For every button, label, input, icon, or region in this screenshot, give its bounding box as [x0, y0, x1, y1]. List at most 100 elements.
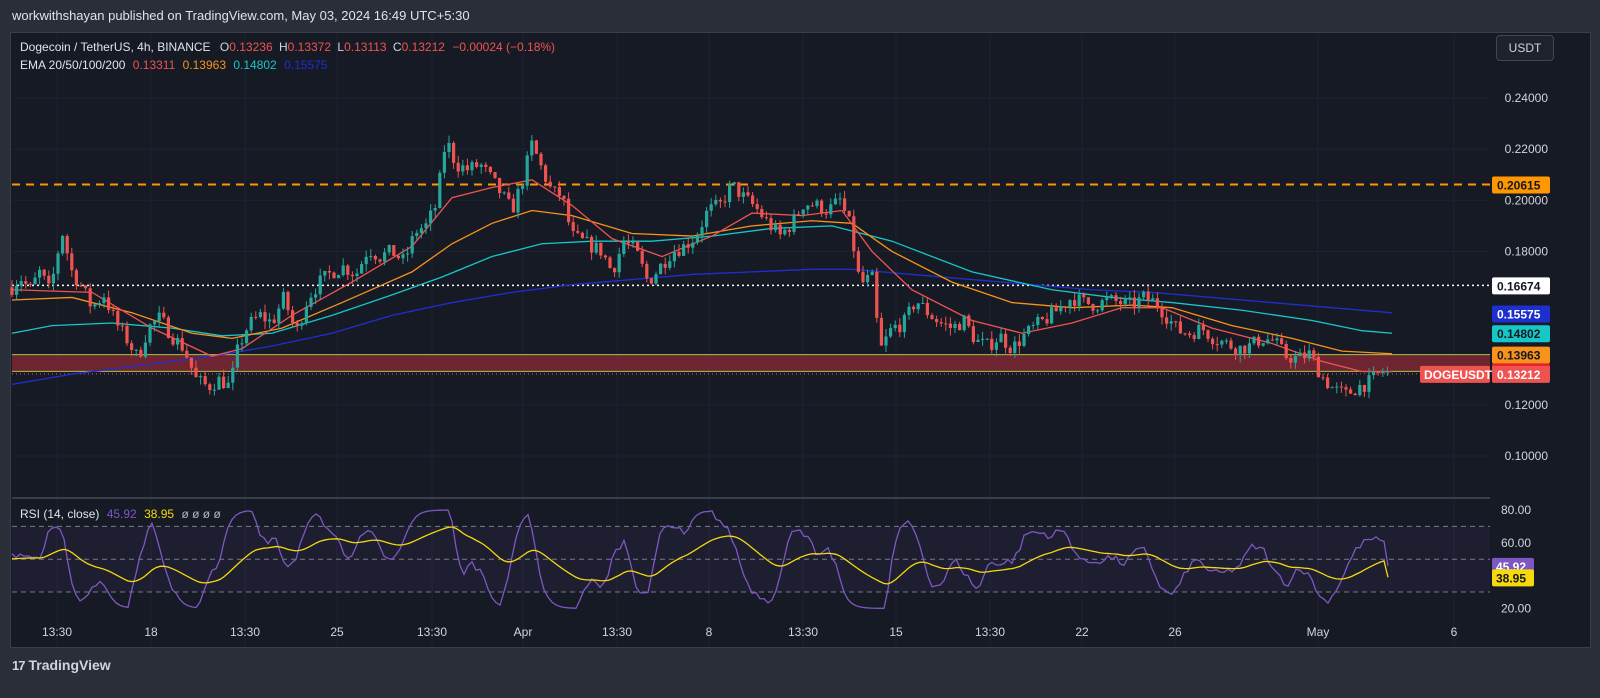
candle-down: [571, 222, 575, 232]
publisher-bar: workwithshayan published on TradingView.…: [0, 0, 1600, 32]
candle-up: [902, 314, 906, 333]
candle-up: [360, 264, 364, 274]
high-label: H: [278, 40, 288, 54]
candle-down: [1119, 301, 1123, 305]
candle-down: [456, 162, 460, 172]
candle-down: [1211, 338, 1215, 345]
candle-up: [93, 304, 97, 307]
price-label: 0.16674: [1497, 279, 1541, 293]
candle-up: [235, 344, 239, 368]
close-label: C: [392, 40, 402, 54]
candle-down: [1229, 340, 1233, 349]
support-zone: [12, 354, 1490, 372]
candle-down: [79, 285, 83, 287]
candle-down: [737, 182, 741, 197]
candle-down: [465, 165, 469, 171]
candle-down: [626, 241, 630, 244]
candle-up: [153, 321, 157, 325]
candle-up: [1031, 324, 1035, 326]
candle-up: [870, 271, 874, 276]
candle-down: [475, 162, 479, 167]
candle-up: [341, 265, 345, 276]
candle-up: [314, 294, 318, 298]
candle-up: [410, 236, 414, 254]
candle-up: [364, 256, 368, 265]
candle-down: [971, 326, 975, 343]
candle-up: [889, 328, 893, 337]
candle-down: [373, 255, 377, 260]
candle-down: [636, 241, 640, 251]
candle-up: [833, 198, 837, 205]
candle-up: [1169, 321, 1173, 324]
candle-down: [1349, 389, 1353, 394]
candle-down: [769, 218, 773, 231]
ema100-line: [11, 225, 1393, 337]
candle-down: [111, 309, 115, 311]
candle-down: [1008, 347, 1012, 354]
time-tick-label: 22: [1075, 625, 1089, 639]
candle-up: [617, 253, 621, 273]
candle-up: [1335, 386, 1339, 388]
candle-up: [1151, 298, 1155, 301]
time-tick-label: 13:30: [975, 625, 1005, 639]
symbol-tag: DOGEUSDT: [1424, 368, 1493, 382]
candle-up: [97, 303, 101, 305]
symbol-title: Dogecoin / TetherUS, 4h, BINANCE: [20, 40, 211, 54]
candle-up: [323, 270, 327, 276]
candle-up: [1275, 338, 1279, 341]
candle-up: [1068, 300, 1072, 308]
high-value: 0.13372: [287, 40, 332, 54]
candle-down: [677, 251, 681, 256]
candle-down: [1063, 306, 1067, 308]
candle-up: [1293, 356, 1297, 363]
candle-up: [406, 253, 410, 255]
candle-down: [861, 271, 865, 283]
candle-up: [962, 315, 966, 331]
candle-down: [74, 270, 78, 286]
candle-down: [378, 259, 382, 262]
candle-down: [1316, 356, 1320, 378]
rsi-tick-label: 20.00: [1501, 601, 1531, 615]
candle-down: [755, 204, 759, 209]
candle-up: [157, 312, 161, 322]
candle-down: [847, 210, 851, 217]
currency-button[interactable]: USDT: [1496, 35, 1554, 61]
candle-up: [304, 306, 308, 324]
candle-down: [1270, 339, 1274, 341]
time-tick-label: 25: [330, 625, 344, 639]
candle-up: [461, 165, 465, 172]
candle-up: [774, 224, 778, 231]
symbol-legend: Dogecoin / TetherUS, 4h, BINANCE O0.1323…: [20, 40, 555, 54]
time-tick-label: May: [1307, 625, 1330, 639]
candle-down: [718, 199, 722, 202]
candle-up: [1238, 345, 1242, 356]
candle-down: [787, 229, 791, 232]
candle-down: [852, 216, 856, 252]
price-label: 0.13963: [1497, 349, 1541, 363]
candle-down: [1234, 348, 1238, 356]
chart-frame[interactable]: [10, 32, 1591, 648]
candle-down: [1192, 335, 1196, 339]
candle-up: [1022, 333, 1026, 346]
candle-down: [1339, 386, 1343, 388]
candle-down: [958, 323, 962, 331]
time-tick-label: 13:30: [42, 625, 72, 639]
ema200-line: [11, 268, 1393, 386]
candle-up: [728, 184, 732, 203]
price-tick-label: 0.20000: [1505, 193, 1549, 207]
candle-down: [1257, 336, 1261, 346]
price-label-box: [1492, 346, 1550, 364]
candle-up: [401, 254, 405, 259]
candle-down: [1326, 377, 1330, 388]
time-tick-label: 8: [706, 625, 713, 639]
time-tick-label: 13:30: [230, 625, 260, 639]
candle-down: [346, 265, 350, 275]
candle-down: [1284, 343, 1288, 359]
candle-up: [217, 376, 221, 390]
price-label: 0.13212: [1497, 368, 1541, 382]
candle-up: [318, 275, 322, 295]
candle-down: [1289, 358, 1293, 363]
candle-up: [1330, 387, 1334, 389]
candle-up: [981, 338, 985, 340]
